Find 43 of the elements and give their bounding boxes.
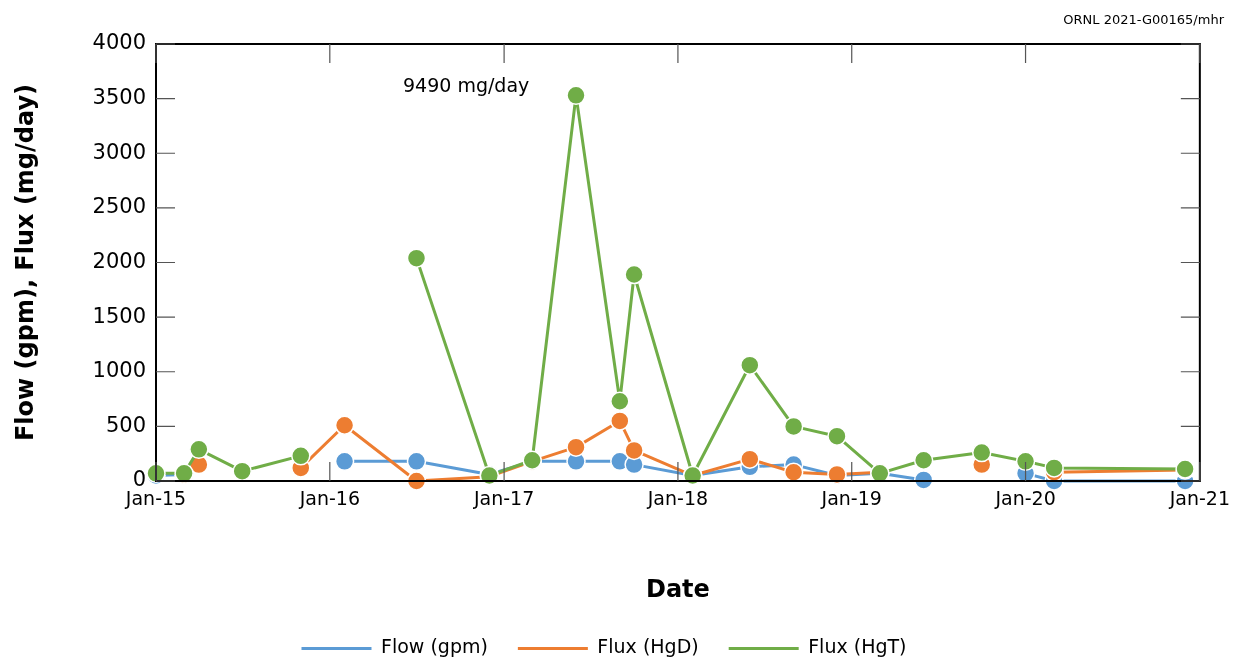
y-tick-label: 2500 bbox=[92, 194, 146, 219]
y-axis-title: Flow (gpm), Flux (mg/day) bbox=[10, 83, 39, 442]
point bbox=[1044, 458, 1064, 478]
point bbox=[406, 248, 427, 268]
point bbox=[1015, 451, 1036, 472]
annotation: 9490 mg/day bbox=[400, 74, 533, 96]
y-tick-label: 4000 bbox=[92, 30, 146, 55]
point bbox=[624, 440, 644, 461]
y-tick-label: 500 bbox=[105, 412, 146, 437]
point bbox=[406, 451, 427, 472]
x-tick-label: Jan-16 bbox=[298, 487, 360, 510]
point bbox=[566, 85, 586, 106]
point bbox=[783, 462, 804, 483]
y-tick-label: 2000 bbox=[92, 248, 146, 273]
point bbox=[291, 446, 311, 466]
x-axis-title: Date bbox=[645, 574, 710, 603]
legend-label: Flux (HgD) bbox=[597, 635, 699, 658]
x-tick-label: Jan-17 bbox=[472, 487, 535, 510]
legend-label: Flux (HgT) bbox=[808, 635, 907, 658]
y-tick-label: 1500 bbox=[92, 303, 146, 328]
point bbox=[740, 355, 760, 375]
x-tick-label: Jan-18 bbox=[646, 487, 709, 510]
point bbox=[783, 416, 804, 437]
y-tick-label: 1000 bbox=[92, 358, 146, 383]
point bbox=[624, 264, 644, 285]
y-tick-label: 3500 bbox=[92, 85, 146, 110]
point bbox=[610, 391, 630, 411]
point bbox=[334, 415, 355, 436]
point bbox=[971, 442, 992, 463]
y-tick-label: 3000 bbox=[92, 139, 146, 164]
x-tick-label: Jan-20 bbox=[994, 487, 1056, 510]
point bbox=[827, 426, 847, 446]
point bbox=[566, 437, 586, 457]
x-tick-label: Jan-21 bbox=[1168, 487, 1230, 510]
point bbox=[189, 439, 209, 460]
point bbox=[913, 450, 934, 470]
point bbox=[610, 411, 630, 431]
text: ORNL 2021-G00165/mhr bbox=[1063, 12, 1224, 27]
x-tick-label: Jan-19 bbox=[820, 487, 882, 510]
point bbox=[232, 461, 252, 481]
legend-label: Flow (gpm) bbox=[380, 635, 488, 658]
point bbox=[740, 449, 760, 469]
point bbox=[334, 451, 355, 472]
